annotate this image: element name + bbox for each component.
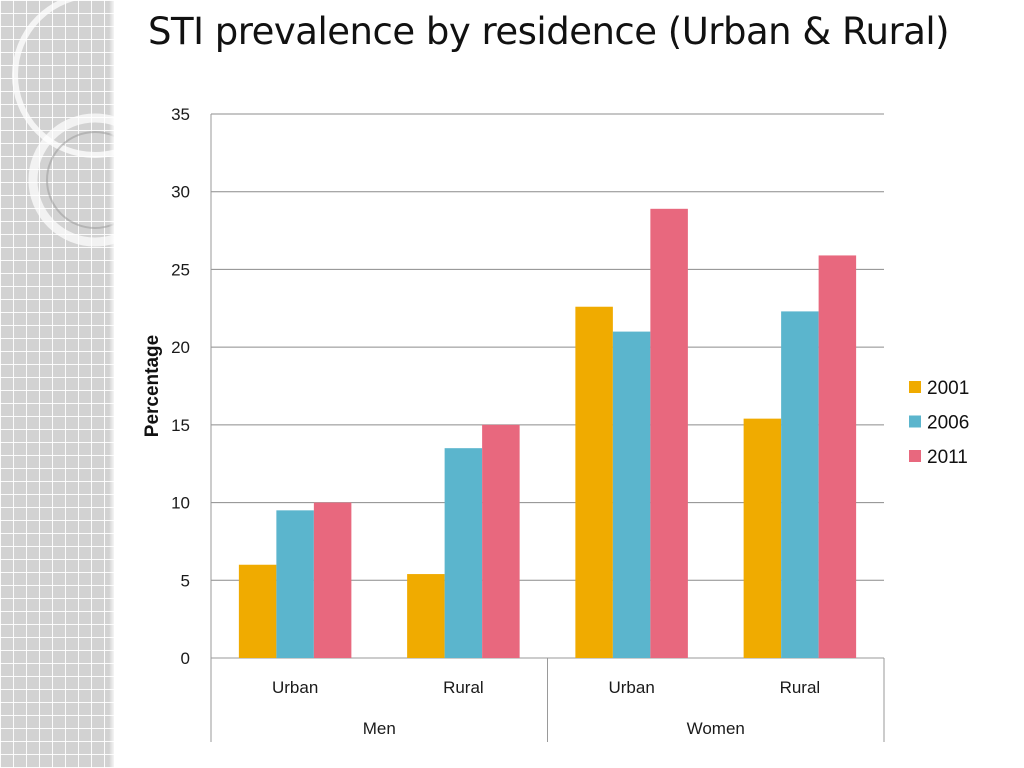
bar-2001-0 <box>238 564 277 658</box>
bar-2006-0 <box>276 510 314 658</box>
bar-2011-3 <box>818 255 857 658</box>
bar-2001-1 <box>407 574 445 658</box>
decorative-sidebar <box>0 0 114 768</box>
x-group-label: Women <box>687 719 745 738</box>
legend-label: 2006 <box>927 413 969 434</box>
bar-2001-2 <box>575 306 613 658</box>
bar-2006-3 <box>781 311 819 658</box>
y-tick-label: 10 <box>171 494 190 513</box>
legend-label: 2001 <box>927 378 969 399</box>
legend-swatch <box>909 381 921 393</box>
y-tick-label: 35 <box>171 105 190 124</box>
bar-2011-1 <box>482 424 520 658</box>
bar-2011-2 <box>650 208 688 658</box>
y-tick-label: 0 <box>181 649 190 668</box>
bar-2006-2 <box>612 331 651 658</box>
legend-swatch <box>909 415 921 428</box>
legend-swatch <box>909 450 921 462</box>
x-tick-label: Urban <box>272 678 318 697</box>
y-axis-label: Percentage <box>142 335 163 437</box>
y-tick-label: 5 <box>181 571 190 590</box>
bar-2006-1 <box>444 448 483 658</box>
bar-2001-3 <box>743 418 782 658</box>
page-title: STI prevalence by residence (Urban & Rur… <box>148 10 950 53</box>
x-tick-label: Rural <box>780 678 821 697</box>
x-group-label: Men <box>363 719 396 738</box>
x-tick-label: Urban <box>608 678 654 697</box>
y-tick-label: 20 <box>171 338 190 357</box>
y-tick-label: 25 <box>171 260 190 279</box>
y-tick-label: 30 <box>171 183 190 202</box>
legend: 2001 2006 2011 <box>909 378 969 468</box>
y-tick-label: 15 <box>171 416 190 435</box>
decorative-rings <box>12 0 114 247</box>
legend-label: 2011 <box>927 447 968 468</box>
x-axis: Urban Rural Urban Rural Men Women <box>210 114 885 742</box>
bar-2011-0 <box>313 502 352 658</box>
bars <box>238 208 857 658</box>
y-tick-labels: 0 5 10 15 20 25 30 35 <box>171 105 190 668</box>
x-tick-label: Rural <box>443 678 484 697</box>
